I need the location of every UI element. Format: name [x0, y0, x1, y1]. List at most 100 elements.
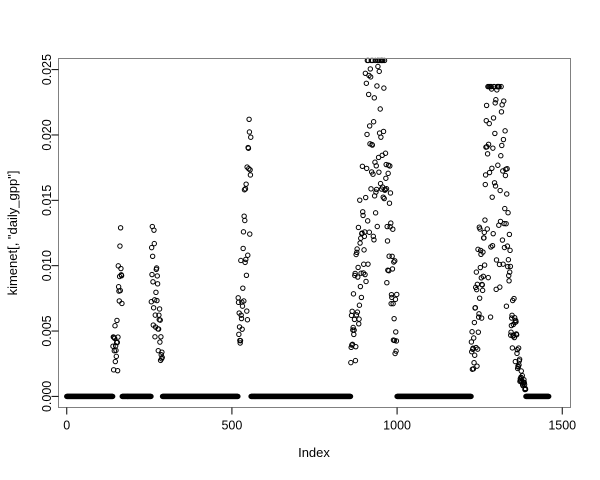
data-point — [490, 145, 496, 151]
data-point — [155, 326, 162, 332]
data-point — [485, 274, 491, 281]
data-point — [115, 334, 121, 340]
data-point — [363, 278, 369, 285]
data-point — [357, 197, 363, 203]
data-point — [394, 291, 400, 298]
data-point — [509, 345, 516, 351]
data-point — [152, 334, 158, 340]
data-point — [384, 238, 391, 244]
data-point — [364, 131, 370, 138]
data-point — [498, 83, 504, 90]
data-point — [247, 167, 253, 173]
data-point — [497, 187, 503, 194]
data-point — [507, 247, 513, 254]
data-point — [353, 343, 359, 350]
data-point — [513, 332, 520, 338]
data-point — [370, 233, 376, 240]
data-point — [473, 286, 480, 293]
data-point — [481, 229, 487, 236]
data-point — [355, 264, 361, 271]
data-point — [515, 345, 522, 351]
data-point — [493, 257, 500, 263]
data-point — [514, 350, 520, 357]
data-point — [373, 163, 379, 169]
data-point — [363, 165, 370, 172]
data-point — [355, 224, 362, 231]
data-point — [241, 187, 248, 193]
data-point — [521, 379, 527, 386]
x-tick-label: 0 — [63, 419, 70, 433]
data-point — [378, 134, 384, 140]
data-point — [243, 272, 250, 279]
data-point — [382, 150, 389, 156]
data-point — [350, 291, 357, 297]
data-point — [476, 311, 482, 317]
data-point — [384, 280, 390, 286]
plot-frame — [58, 58, 571, 408]
data-point — [243, 256, 249, 263]
data-point — [247, 231, 253, 237]
data-point — [354, 309, 361, 315]
data-point — [505, 210, 511, 216]
data-point — [516, 356, 523, 362]
data-point — [371, 237, 377, 243]
data-point — [238, 315, 245, 322]
data-point — [349, 308, 355, 314]
data-point — [506, 278, 512, 284]
data-point — [371, 95, 377, 101]
data-point — [393, 338, 400, 344]
data-point — [239, 326, 245, 332]
data-point — [244, 308, 250, 314]
data-point — [474, 363, 480, 369]
data-point — [500, 261, 506, 267]
data-point — [153, 265, 160, 271]
data-point — [363, 80, 370, 86]
data-point — [507, 263, 514, 270]
data-point — [471, 360, 477, 366]
data-point — [235, 393, 241, 400]
data-point — [113, 353, 120, 360]
data-points-layer — [64, 57, 552, 400]
data-point — [380, 128, 387, 135]
data-point — [158, 334, 164, 340]
data-point — [114, 339, 121, 346]
data-point — [490, 115, 497, 121]
data-point — [373, 186, 380, 193]
data-point — [356, 302, 363, 308]
data-point — [358, 294, 365, 301]
y-axis-title: kimenet[, "daily_gpp"] — [5, 171, 20, 296]
data-point — [151, 240, 157, 247]
data-point — [479, 282, 485, 288]
data-point — [243, 181, 249, 187]
data-point — [479, 287, 486, 294]
data-point — [241, 298, 247, 304]
data-point — [471, 319, 478, 326]
data-point — [367, 74, 374, 80]
y-tick-label: 0.020 — [40, 119, 54, 150]
data-point — [474, 346, 481, 352]
data-point — [242, 259, 248, 266]
data-point — [362, 271, 368, 278]
data-point — [502, 172, 509, 179]
data-point — [496, 261, 503, 268]
data-point — [488, 83, 494, 90]
data-point — [506, 272, 512, 279]
data-point — [383, 186, 390, 192]
data-point — [364, 218, 371, 224]
data-point — [502, 128, 508, 134]
data-point — [375, 63, 381, 70]
data-point — [372, 210, 379, 216]
data-point — [113, 347, 119, 354]
data-point — [117, 225, 124, 231]
data-point — [469, 329, 475, 335]
data-point — [500, 136, 507, 143]
data-point — [389, 253, 395, 260]
data-point — [240, 245, 246, 252]
data-point — [150, 305, 157, 311]
y-tick-label: 0.015 — [40, 185, 54, 216]
data-point — [118, 265, 124, 272]
data-point — [492, 183, 499, 189]
data-point — [377, 106, 383, 112]
data-point — [480, 273, 486, 279]
data-point — [151, 297, 158, 303]
